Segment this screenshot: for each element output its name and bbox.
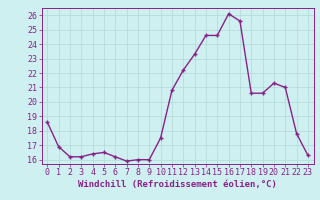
X-axis label: Windchill (Refroidissement éolien,°C): Windchill (Refroidissement éolien,°C) — [78, 180, 277, 189]
